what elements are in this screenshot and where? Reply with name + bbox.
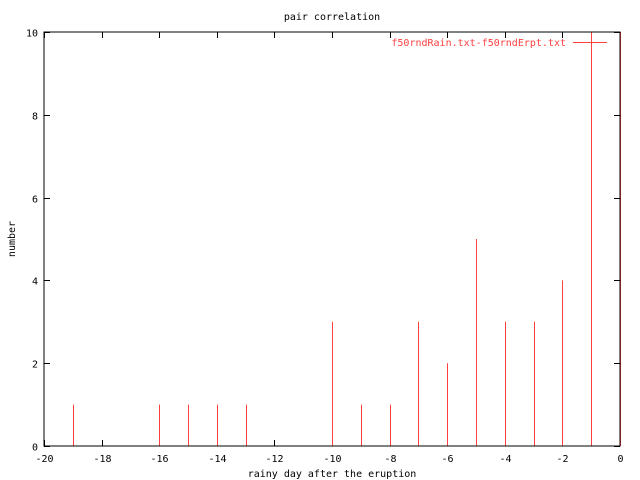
legend-label: f50rndRain.txt-f50rndErpt.txt	[391, 38, 566, 49]
y-tick-label: 6	[32, 195, 38, 206]
x-tick-label: -2	[556, 454, 568, 465]
chart-title: pair correlation	[284, 12, 380, 23]
x-tick-label: -10	[323, 454, 341, 465]
legend: f50rndRain.txt-f50rndErpt.txt	[391, 38, 607, 49]
y-tick-label: 4	[32, 277, 38, 288]
y-tick-label: 0	[32, 443, 38, 454]
plot-border	[43, 31, 621, 447]
x-tick-label: 0	[617, 454, 623, 465]
x-tick-label: -20	[35, 454, 53, 465]
x-tick-label: -4	[499, 454, 511, 465]
x-tick-label: -8	[384, 454, 396, 465]
x-tick-label: -6	[441, 454, 453, 465]
y-axis-label: number	[7, 221, 18, 257]
y-tick-label: 10	[26, 29, 38, 40]
x-tick-label: -12	[265, 454, 283, 465]
y-tick-label: 2	[32, 360, 38, 371]
x-axis-label: rainy day after the eruption	[248, 469, 417, 480]
impulse-series	[73, 32, 621, 446]
y-tick-label: 8	[32, 112, 38, 123]
x-tick-label: -18	[93, 454, 111, 465]
x-tick-label: -14	[208, 454, 226, 465]
x-tick-label: -16	[150, 454, 168, 465]
